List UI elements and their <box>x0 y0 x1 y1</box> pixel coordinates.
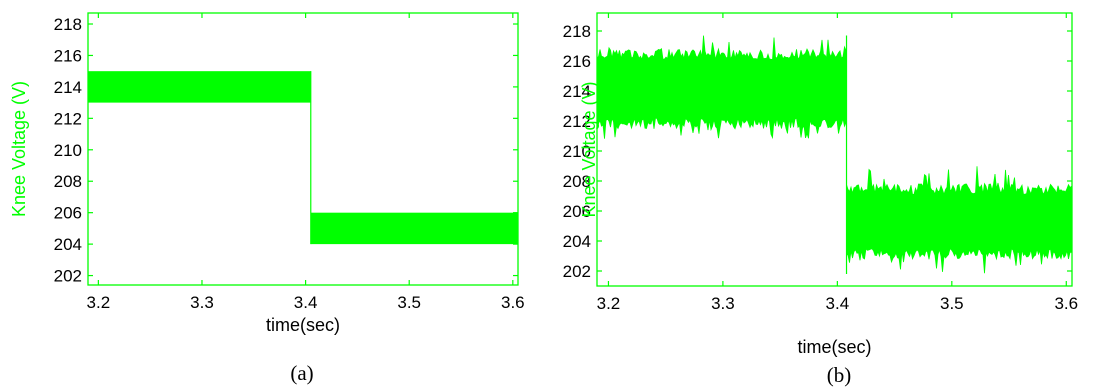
signal-band <box>310 212 518 245</box>
y-tick-label: 204 <box>54 235 82 254</box>
x-tick-label: 3.3 <box>711 294 735 313</box>
signal-band <box>846 166 1072 274</box>
y-tick-label: 204 <box>563 232 591 251</box>
y-tick-label: 214 <box>563 82 591 101</box>
x-tick-label: 3.4 <box>826 294 850 313</box>
x-tick-label: 3.6 <box>501 293 525 312</box>
y-tick-label: 210 <box>563 142 591 161</box>
y-tick-label: 212 <box>54 109 82 128</box>
y-tick-label: 208 <box>54 172 82 191</box>
y-tick-label: 218 <box>54 15 82 34</box>
signal-band <box>596 35 847 140</box>
y-tick-label: 206 <box>563 202 591 221</box>
ticks-layer: 3.2 3.3 3.4 3.5 3.6 202 204 206 208 210 212 214 216 2… <box>54 13 525 312</box>
y-tick-label: 202 <box>54 267 82 286</box>
x-tick-label: 3.3 <box>190 293 214 312</box>
x-axis-label: time(sec) <box>797 337 871 357</box>
plot-frame <box>87 12 519 286</box>
y-axis-label: Knee Voltage (V) <box>9 81 29 217</box>
panel-caption: (b) <box>827 363 852 387</box>
y-tick-label: 206 <box>54 204 82 223</box>
y-tick-label: 212 <box>563 112 591 131</box>
panel-caption: (a) <box>290 361 313 385</box>
x-tick-label: 3.2 <box>597 294 621 313</box>
x-tick-label: 3.5 <box>940 294 964 313</box>
y-tick-label: 210 <box>54 141 82 160</box>
y-tick-label: 208 <box>563 172 591 191</box>
x-tick-label: 3.5 <box>397 293 421 312</box>
y-axis-label: Knee Voltage (V) <box>579 81 599 217</box>
signal-layer <box>88 71 518 245</box>
x-tick-label: 3.6 <box>1054 294 1078 313</box>
chart-panel-a: 3.2 3.3 3.4 3.5 3.6 202 204 206 208 210 212 214 216 2… <box>9 12 525 385</box>
signal-layer <box>596 35 1072 274</box>
y-tick-label: 218 <box>563 22 591 41</box>
y-tick-label: 216 <box>563 52 591 71</box>
signal-band <box>88 71 311 103</box>
chart-panel-b: 3.2 3.3 3.4 3.5 3.6 202 204 206 208 210 212 214 216 2… <box>563 12 1078 387</box>
x-tick-label: 3.2 <box>87 293 111 312</box>
y-tick-label: 214 <box>54 78 82 97</box>
plot-frame <box>596 12 1073 287</box>
ticks-layer: 3.2 3.3 3.4 3.5 3.6 202 204 206 208 210 212 214 216 2… <box>563 13 1078 313</box>
x-axis-label: time(sec) <box>266 315 340 335</box>
x-tick-label: 3.4 <box>294 293 318 312</box>
y-tick-label: 216 <box>54 46 82 65</box>
y-tick-label: 202 <box>563 262 591 281</box>
